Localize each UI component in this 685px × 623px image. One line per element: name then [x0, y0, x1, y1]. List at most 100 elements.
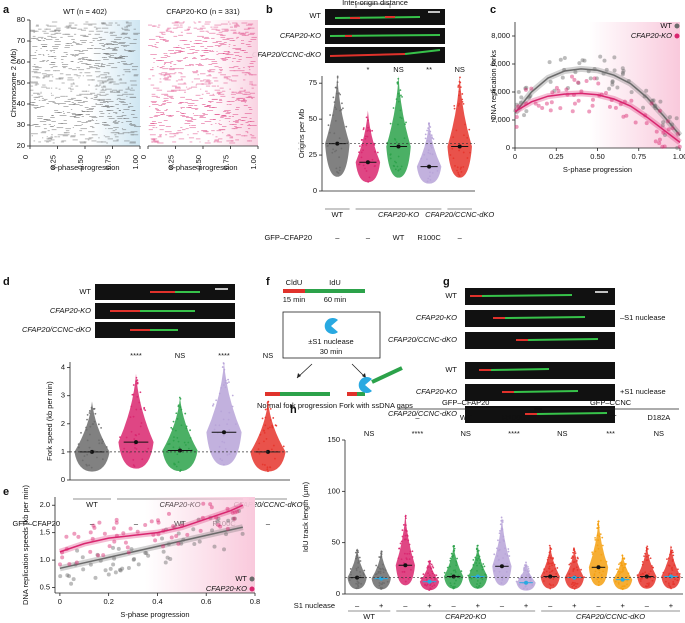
dot-texture — [93, 449, 96, 452]
dot-texture — [119, 436, 121, 439]
dot-texture — [144, 409, 147, 412]
dot-texture — [547, 556, 550, 559]
image-row-label: CFAP20/CCNC-dKO — [22, 325, 91, 334]
dot-texture — [175, 412, 178, 415]
row-value: – — [500, 601, 505, 610]
median — [379, 576, 384, 581]
dot-texture — [399, 168, 402, 170]
scatter-texture — [81, 567, 86, 572]
dot-texture — [548, 544, 551, 547]
dot-texture — [623, 566, 626, 569]
dot-texture — [335, 108, 338, 111]
dot-texture — [334, 119, 337, 122]
dot-texture — [143, 407, 146, 410]
scatter-texture — [554, 85, 559, 90]
dot-texture — [455, 561, 458, 564]
dot-texture — [366, 135, 369, 138]
dot-texture — [496, 555, 499, 557]
dot-texture — [331, 151, 334, 154]
dot-texture — [427, 177, 430, 180]
idu-bar — [357, 392, 365, 396]
dot-texture — [646, 547, 648, 550]
scatter-texture — [660, 144, 665, 149]
dot-texture — [426, 163, 428, 166]
dot-texture — [457, 86, 460, 88]
dot-texture — [453, 107, 456, 110]
dot-texture — [172, 439, 175, 442]
x-tick-label: 0 — [513, 152, 517, 161]
legend-swatch — [674, 33, 680, 39]
scatter-texture — [80, 555, 85, 560]
dot-texture — [428, 124, 431, 127]
dot-texture — [478, 585, 480, 587]
dot-texture — [374, 150, 376, 153]
scatter-texture — [106, 572, 111, 577]
dot-texture — [449, 582, 452, 585]
dot-texture — [576, 559, 578, 562]
scatter-texture — [112, 539, 117, 544]
scatter-texture — [675, 131, 680, 136]
dot-texture — [524, 569, 527, 572]
scatter-texture — [560, 75, 565, 80]
scatter-texture — [161, 549, 166, 554]
dot-texture — [362, 127, 365, 129]
group-label: WT — [363, 612, 375, 621]
dot-texture — [602, 570, 604, 573]
dot-texture — [185, 425, 188, 428]
dot-texture — [264, 408, 267, 411]
dot-texture — [365, 135, 367, 138]
scatter-texture — [607, 104, 612, 109]
dot-texture — [228, 381, 230, 384]
dot-texture — [98, 442, 101, 445]
row-value: – — [366, 233, 371, 242]
image-row-label: CFAP20/CCNC-dKO — [252, 50, 321, 59]
dot-texture — [502, 538, 505, 541]
scatter-texture — [607, 86, 612, 91]
dot-texture — [424, 133, 427, 136]
dot-texture — [573, 548, 576, 551]
dot-texture — [647, 584, 650, 587]
dot-texture — [479, 559, 482, 561]
dot-texture — [267, 470, 269, 473]
dot-texture — [554, 568, 557, 570]
dot-texture — [648, 582, 650, 585]
dot-texture — [96, 456, 98, 459]
dot-texture — [428, 140, 431, 143]
dot-texture — [518, 577, 521, 580]
dot-texture — [522, 569, 525, 571]
dot-texture — [676, 573, 679, 575]
dot-texture — [365, 144, 368, 146]
dot-texture — [476, 564, 478, 567]
dot-texture — [174, 429, 177, 432]
dot-texture — [457, 574, 460, 577]
dot-texture — [333, 101, 336, 103]
scatter-texture — [524, 85, 529, 90]
significance-label: NS — [557, 429, 567, 438]
x-tick-label: 0.25 — [166, 155, 175, 170]
median — [365, 160, 370, 165]
legend-swatch — [674, 23, 680, 29]
diagram-label: IdU — [329, 278, 341, 287]
dot-texture — [375, 564, 378, 567]
dot-texture — [224, 379, 227, 382]
scatter-texture — [662, 133, 667, 138]
dot-texture — [462, 166, 465, 168]
dot-texture — [594, 538, 597, 541]
dot-texture — [501, 519, 504, 522]
dot-texture — [423, 153, 426, 156]
y-tick-label: 150 — [327, 435, 340, 444]
dot-texture — [176, 418, 179, 420]
dot-texture — [452, 569, 455, 572]
dot-texture — [450, 584, 452, 587]
dot-texture — [449, 154, 452, 156]
dot-texture — [620, 564, 623, 567]
dot-texture — [429, 562, 431, 565]
dot-texture — [458, 175, 461, 178]
dot-texture — [522, 587, 525, 590]
dot-texture — [670, 572, 673, 575]
dot-texture — [553, 563, 556, 566]
dot-texture — [363, 569, 366, 572]
median — [668, 574, 673, 579]
dot-texture — [92, 407, 95, 410]
scatter-texture — [185, 532, 190, 537]
